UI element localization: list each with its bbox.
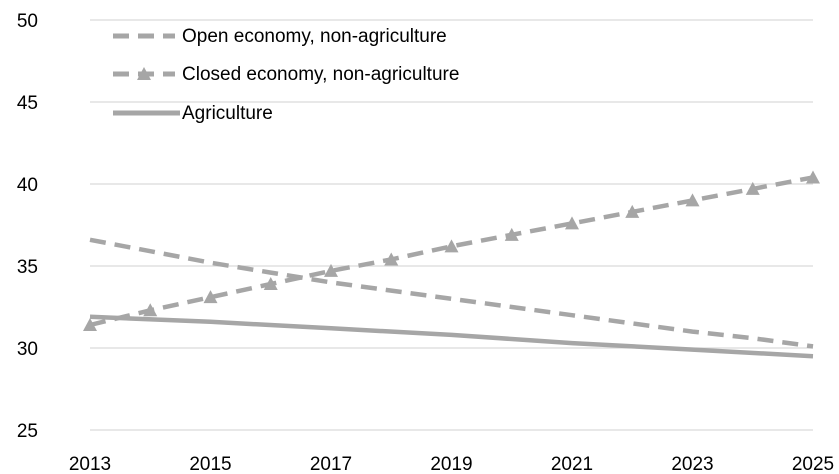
x-tick-label: 2025 xyxy=(792,454,834,474)
series-line-2 xyxy=(89,314,814,359)
y-tick-label: 40 xyxy=(17,175,38,196)
data-point-marker xyxy=(324,263,338,277)
data-point-marker xyxy=(83,318,97,332)
y-tick-label: 50 xyxy=(17,11,38,32)
data-point-marker xyxy=(565,216,579,230)
y-tick-label: 30 xyxy=(17,339,38,360)
series-2 xyxy=(89,314,814,359)
data-point-marker xyxy=(203,290,218,304)
legend-label-closed-economy: Closed economy, non-agriculture xyxy=(182,64,459,85)
data-point-marker xyxy=(384,252,399,266)
data-point-marker xyxy=(143,303,158,317)
legend-item-open-economy: Open economy, non-agriculture xyxy=(113,26,447,47)
data-point-marker xyxy=(263,277,278,291)
series-1 xyxy=(83,170,820,332)
data-point-marker xyxy=(685,193,700,207)
y-tick-label: 35 xyxy=(17,257,38,278)
y-tick-label: 25 xyxy=(17,421,38,442)
legend-label-open-economy: Open economy, non-agriculture xyxy=(182,26,447,47)
legend-triangle-marker-icon xyxy=(137,67,151,80)
x-tick-label: 2017 xyxy=(310,454,352,474)
legend-item-closed-economy: Closed economy, non-agriculture xyxy=(113,64,459,85)
x-tick-label: 2021 xyxy=(551,454,593,474)
x-tick-label: 2019 xyxy=(430,454,472,474)
x-axis-tick-labels: 2013 2015 2017 2019 2021 2023 2025 xyxy=(69,454,834,474)
y-tick-label: 45 xyxy=(17,93,38,114)
x-tick-label: 2013 xyxy=(69,454,111,474)
x-tick-label: 2023 xyxy=(671,454,713,474)
legend-item-agriculture: Agriculture xyxy=(113,103,273,124)
grid-lines xyxy=(90,19,813,431)
legend-label-agriculture: Agriculture xyxy=(182,103,273,124)
data-point-marker xyxy=(745,181,760,195)
data-point-marker xyxy=(444,239,459,253)
data-point-marker xyxy=(625,204,640,218)
x-tick-label: 2015 xyxy=(189,454,231,474)
series-0 xyxy=(89,237,814,349)
data-point-marker xyxy=(806,170,820,184)
legend: Open economy, non-agriculture Closed eco… xyxy=(113,26,459,124)
y-axis-tick-labels: 25 30 35 40 45 50 xyxy=(17,11,38,442)
data-point-marker xyxy=(504,227,519,241)
series-line-0 xyxy=(89,237,814,349)
series-layer xyxy=(83,170,820,359)
